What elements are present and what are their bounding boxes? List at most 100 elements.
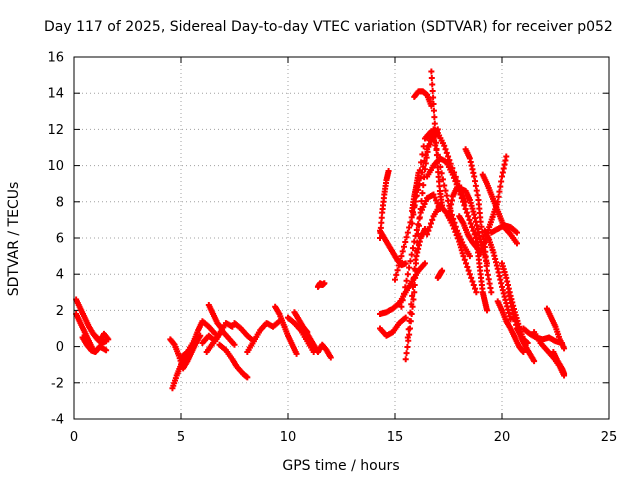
data-point xyxy=(417,206,424,213)
data-point xyxy=(103,347,110,354)
x-tick-label: 10 xyxy=(280,430,297,445)
data-point xyxy=(461,256,468,263)
data-point xyxy=(423,154,430,161)
data-point xyxy=(395,262,402,269)
data-point xyxy=(418,198,425,205)
data-point xyxy=(469,278,476,285)
data-point xyxy=(408,251,415,258)
data-point xyxy=(429,216,436,223)
data-point xyxy=(428,74,435,81)
data-point xyxy=(419,190,426,197)
data-point xyxy=(513,240,520,247)
series-arc-b7 xyxy=(216,341,251,381)
series-arc-c20 xyxy=(477,153,510,256)
data-point xyxy=(427,220,434,227)
data-point xyxy=(392,276,398,283)
series-arc-c26 xyxy=(505,289,538,365)
data-point xyxy=(473,289,480,296)
axis-ticks: 0 5 10 15 20 25 -4 -2 0 2 4 6 8 10 12 14 16 xyxy=(47,51,617,446)
data-point xyxy=(470,227,477,234)
data-point xyxy=(409,283,416,290)
data-point xyxy=(431,120,438,127)
data-point xyxy=(244,374,251,381)
data-point xyxy=(430,107,437,114)
data-point xyxy=(404,271,411,278)
data-point xyxy=(197,332,204,339)
y-tick-label: 12 xyxy=(47,123,64,138)
data-point xyxy=(452,228,459,235)
data-point xyxy=(498,178,505,185)
x-axis-label: GPS time / hours xyxy=(282,458,399,474)
data-point xyxy=(470,282,477,289)
series-arc-b6 xyxy=(205,301,225,332)
data-point xyxy=(403,234,410,241)
data-point xyxy=(468,274,475,281)
data-point xyxy=(425,227,432,234)
data-point xyxy=(402,260,409,267)
data-point xyxy=(453,232,460,239)
data-point xyxy=(531,358,538,365)
y-tick-label: 2 xyxy=(56,304,64,319)
data-point xyxy=(432,133,439,140)
data-point xyxy=(421,166,428,173)
series-arc-c10 xyxy=(409,169,422,214)
data-point xyxy=(410,211,417,218)
data-point xyxy=(398,253,405,260)
data-point xyxy=(400,243,407,250)
data-point xyxy=(229,323,236,330)
data-point xyxy=(520,349,527,356)
data-point xyxy=(415,222,422,229)
data-point xyxy=(449,222,456,229)
data-point xyxy=(442,187,449,194)
series-arc-c15 xyxy=(434,267,446,281)
data-point xyxy=(402,314,409,321)
data-point xyxy=(421,260,428,267)
data-point xyxy=(105,336,112,343)
data-point xyxy=(429,88,436,95)
data-point xyxy=(398,303,405,310)
data-point xyxy=(408,301,415,308)
y-tick-label: 8 xyxy=(56,195,64,210)
data-point xyxy=(464,263,471,270)
data-point xyxy=(412,256,419,263)
data-point xyxy=(402,356,409,363)
data-point xyxy=(466,253,473,260)
x-tick-label: 15 xyxy=(387,430,404,445)
data-point xyxy=(426,224,433,231)
data-point xyxy=(424,148,431,155)
data-point xyxy=(433,139,440,146)
series-arc-a3 xyxy=(79,334,110,356)
data-point xyxy=(467,220,474,227)
x-tick-label: 5 xyxy=(177,430,185,445)
data-point xyxy=(466,271,473,278)
data-point xyxy=(439,267,446,274)
data-point xyxy=(430,101,437,108)
data-point xyxy=(438,170,445,177)
data-point xyxy=(441,142,448,149)
data-point xyxy=(416,214,423,221)
data-point xyxy=(421,225,428,232)
series-arc-c13 xyxy=(424,155,482,249)
data-point xyxy=(415,169,422,176)
series-arc-b3 xyxy=(178,318,219,361)
data-point xyxy=(407,258,414,265)
series-arc-b9 xyxy=(244,318,283,356)
data-point xyxy=(218,325,225,332)
data-point xyxy=(422,160,429,167)
grid xyxy=(74,57,609,419)
data-point xyxy=(439,176,446,183)
series-arc-b11 xyxy=(285,314,317,356)
data-point xyxy=(460,253,467,260)
data-point xyxy=(418,159,425,166)
data-point xyxy=(403,277,410,284)
data-point xyxy=(497,183,504,190)
data-point xyxy=(414,239,421,246)
series-arc-c19 xyxy=(473,235,491,314)
data-point xyxy=(409,292,416,299)
series-arc-c4 xyxy=(377,314,409,339)
series-arc-c6 xyxy=(398,191,443,310)
data-point xyxy=(488,289,495,296)
series-arc-c22 xyxy=(481,227,514,323)
data-point xyxy=(449,171,456,178)
data-point xyxy=(443,192,450,199)
